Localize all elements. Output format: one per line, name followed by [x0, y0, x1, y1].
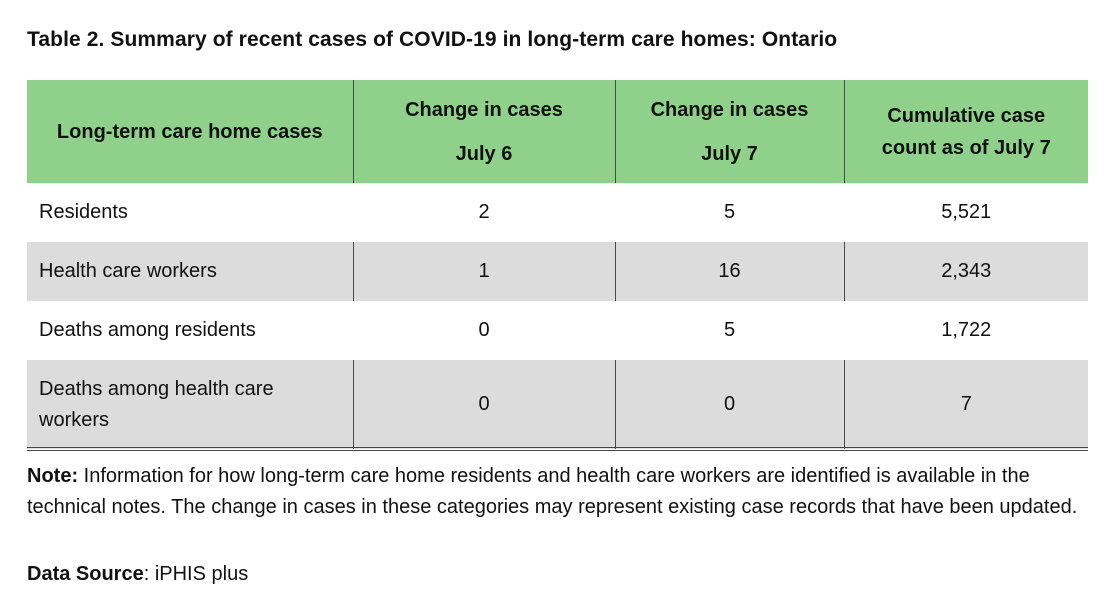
cell-cumulative: 5,521 — [843, 183, 1088, 242]
note-label: Note: — [27, 465, 79, 487]
table-header-row: Long-term care home cases Change in case… — [27, 80, 1088, 183]
cell-july7: 5 — [614, 301, 844, 360]
table-row: Residents 2 5 5,521 — [27, 183, 1088, 242]
cell-cumulative: 2,343 — [843, 242, 1088, 301]
data-source: Data Source: iPHIS plus — [27, 563, 248, 586]
row-label: Residents — [39, 201, 128, 223]
table-row: Deaths among health care workers 0 0 7 — [27, 360, 1088, 449]
data-source-label: Data Source — [27, 563, 144, 585]
row-label-line1: Deaths among health care — [39, 377, 274, 400]
cell-july6: 2 — [352, 183, 615, 242]
cell-july6: 0 — [352, 360, 615, 449]
row-label: Deaths among residents — [39, 319, 256, 341]
cell-cumulative: 1,722 — [843, 301, 1088, 360]
header-cumulative: Cumulative case count as of July 7 — [843, 80, 1088, 183]
header-july7-line1: Change in cases — [650, 98, 809, 121]
table-row: Health care workers 1 16 2,343 — [27, 242, 1088, 301]
header-july7-line2: July 7 — [701, 142, 758, 165]
header-july6-line1: Change in cases — [405, 98, 563, 121]
cell-july7: 0 — [614, 360, 844, 449]
header-july6-line2: July 6 — [455, 142, 513, 165]
row-label: Deaths among health care workers — [27, 360, 353, 449]
cell-cumulative: 7 — [843, 360, 1088, 449]
header-july6: Change in cases July 6 — [352, 80, 615, 183]
cell-july7: 5 — [614, 183, 844, 242]
table-title: Table 2. Summary of recent cases of COVI… — [27, 28, 838, 51]
header-cumulative-line2: count as of July 7 — [881, 136, 1051, 159]
cell-july7: 16 — [614, 242, 844, 301]
table-note: Note: Information for how long-term care… — [27, 461, 1087, 523]
row-label-line2: workers — [39, 408, 110, 431]
ltc-cases-table: Long-term care home cases Change in case… — [27, 80, 1088, 449]
note-text: Information for how long-term care home … — [27, 465, 1078, 518]
header-category: Long-term care home cases — [27, 80, 353, 183]
cell-july6: 0 — [352, 301, 615, 360]
cell-july6: 1 — [352, 242, 615, 301]
data-source-text: : iPHIS plus — [143, 563, 249, 585]
header-category-label: Long-term care home cases — [56, 120, 323, 143]
row-label: Health care workers — [39, 260, 217, 282]
table-row: Deaths among residents 0 5 1,722 — [27, 301, 1088, 360]
table-bottom-rule — [27, 447, 1088, 451]
header-cumulative-line1: Cumulative case — [887, 104, 1046, 127]
header-july7: Change in cases July 7 — [614, 80, 844, 183]
